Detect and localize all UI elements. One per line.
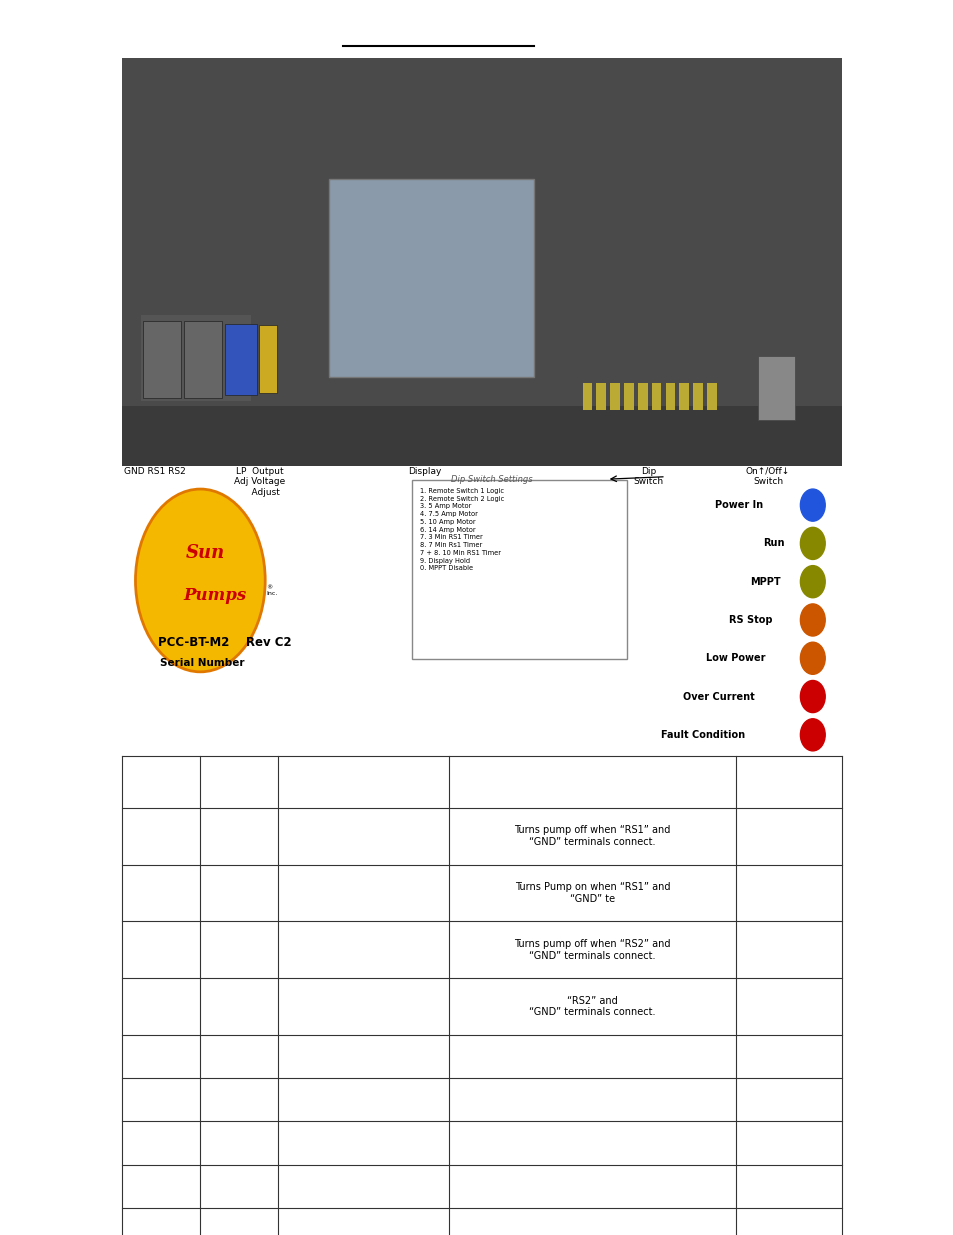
- Circle shape: [800, 642, 824, 674]
- Text: MPPT: MPPT: [749, 577, 780, 587]
- Ellipse shape: [135, 489, 265, 672]
- Circle shape: [800, 489, 824, 521]
- Bar: [758, 356, 794, 420]
- Circle shape: [800, 604, 824, 636]
- Circle shape: [800, 566, 824, 598]
- Bar: [706, 383, 716, 410]
- Bar: [329, 179, 534, 377]
- Circle shape: [800, 527, 824, 559]
- Text: “RS2” and
“GND” terminals connect.: “RS2” and “GND” terminals connect.: [529, 995, 655, 1018]
- Text: Turns pump off when “RS2” and
“GND” terminals connect.: Turns pump off when “RS2” and “GND” term…: [514, 939, 670, 961]
- Bar: [122, 58, 841, 466]
- Text: ®
Inc.: ® Inc.: [266, 585, 277, 595]
- Text: GND RS1 RS2: GND RS1 RS2: [124, 467, 185, 475]
- Text: Serial Number: Serial Number: [160, 658, 244, 668]
- Text: Turns pump off when “RS1” and
“GND” terminals connect.: Turns pump off when “RS1” and “GND” term…: [514, 825, 670, 847]
- Text: Turns Pump on when “RS1” and
“GND” te: Turns Pump on when “RS1” and “GND” te: [515, 882, 670, 904]
- Bar: [665, 383, 675, 410]
- Text: Sun: Sun: [185, 545, 225, 562]
- Circle shape: [800, 719, 824, 751]
- Text: RS Stop: RS Stop: [728, 615, 772, 625]
- Text: LP  Output
Adj Voltage
    Adjust: LP Output Adj Voltage Adjust: [233, 467, 285, 496]
- Bar: [679, 383, 688, 410]
- Bar: [122, 406, 841, 466]
- Text: Display: Display: [408, 467, 440, 475]
- Text: On↑/Off↓
Switch: On↑/Off↓ Switch: [745, 467, 789, 487]
- Bar: [596, 383, 605, 410]
- Bar: [259, 325, 276, 393]
- Bar: [225, 324, 256, 395]
- Bar: [184, 321, 222, 398]
- Bar: [141, 315, 251, 401]
- Bar: [143, 321, 181, 398]
- Bar: [610, 383, 619, 410]
- Bar: [651, 383, 660, 410]
- Text: Power In: Power In: [715, 500, 762, 510]
- Text: 1. Remote Switch 1 Logic
2. Remote Switch 2 Logic
3. 5 Amp Motor
4. 7.5 Amp Moto: 1. Remote Switch 1 Logic 2. Remote Switc…: [419, 488, 503, 572]
- Text: Fault Condition: Fault Condition: [660, 730, 744, 740]
- Text: Dip Switch Settings: Dip Switch Settings: [451, 475, 533, 484]
- Bar: [638, 383, 647, 410]
- Text: Run: Run: [761, 538, 783, 548]
- Text: Dip
Switch: Dip Switch: [633, 467, 663, 487]
- Bar: [582, 383, 592, 410]
- Bar: [412, 480, 626, 659]
- Text: Over Current: Over Current: [682, 692, 754, 701]
- Circle shape: [800, 680, 824, 713]
- Bar: [693, 383, 702, 410]
- Bar: [122, 756, 841, 1235]
- Text: PCC-BT-M2    Rev C2: PCC-BT-M2 Rev C2: [158, 636, 292, 648]
- Text: Low Power: Low Power: [705, 653, 764, 663]
- Text: Pumps: Pumps: [183, 587, 246, 604]
- Bar: [623, 383, 633, 410]
